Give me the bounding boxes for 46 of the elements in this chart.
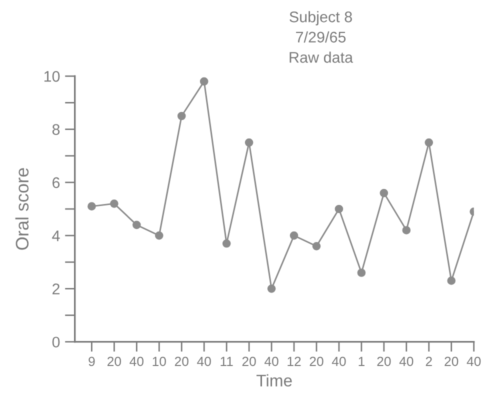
point: [290, 231, 298, 240]
y-axis-title: Oral score: [15, 168, 29, 250]
x-tick-label: 40: [399, 356, 414, 366]
y-tick-label: 0: [52, 336, 60, 348]
x-tick-label: 1: [358, 356, 364, 366]
x-tick-label: 40: [466, 356, 481, 366]
x-tick-label: 40: [130, 356, 144, 366]
y-tick-label: 8: [52, 124, 60, 135]
point: [424, 138, 434, 147]
point: [244, 138, 254, 147]
x-tick-label: 20: [242, 356, 256, 366]
point: [334, 204, 344, 214]
x-tick-label: 20: [444, 356, 458, 366]
chart-title: Subject 8: [290, 11, 352, 26]
point: [380, 188, 388, 198]
x-tick-label: 20: [377, 356, 391, 366]
x-tick-label: 40: [264, 356, 278, 366]
point: [222, 239, 231, 248]
y-tick-label: 10: [44, 71, 60, 82]
point: [447, 276, 456, 285]
y-tick-label: 2: [52, 284, 60, 294]
point: [177, 112, 186, 120]
chart-subtitle: 7/29/65: [296, 31, 346, 43]
y-tick-label: 6: [52, 177, 60, 188]
x-tick-label: 20: [174, 356, 188, 366]
y-tick-label: 4: [52, 230, 60, 242]
x-tick-label: 9: [88, 356, 95, 366]
x-tick-label: 10: [152, 356, 166, 366]
x-tick-label: 40: [332, 356, 346, 366]
x-tick-label: 20: [108, 356, 122, 366]
x-axis-title: Time: [256, 374, 292, 386]
point: [132, 220, 141, 230]
text: Raw data: [290, 52, 354, 63]
point: [312, 242, 321, 250]
x-tick-label: 2: [426, 356, 432, 366]
point: [88, 202, 96, 210]
x-tick-label: 11: [220, 356, 233, 366]
x-tick-label: 20: [310, 356, 324, 366]
point: [200, 77, 208, 86]
point: [402, 226, 411, 234]
point: [357, 268, 366, 277]
x-tick-label: 12: [288, 356, 301, 366]
point: [267, 284, 276, 293]
x-tick-label: 40: [197, 356, 211, 366]
point: [110, 200, 118, 208]
point: [154, 231, 164, 240]
